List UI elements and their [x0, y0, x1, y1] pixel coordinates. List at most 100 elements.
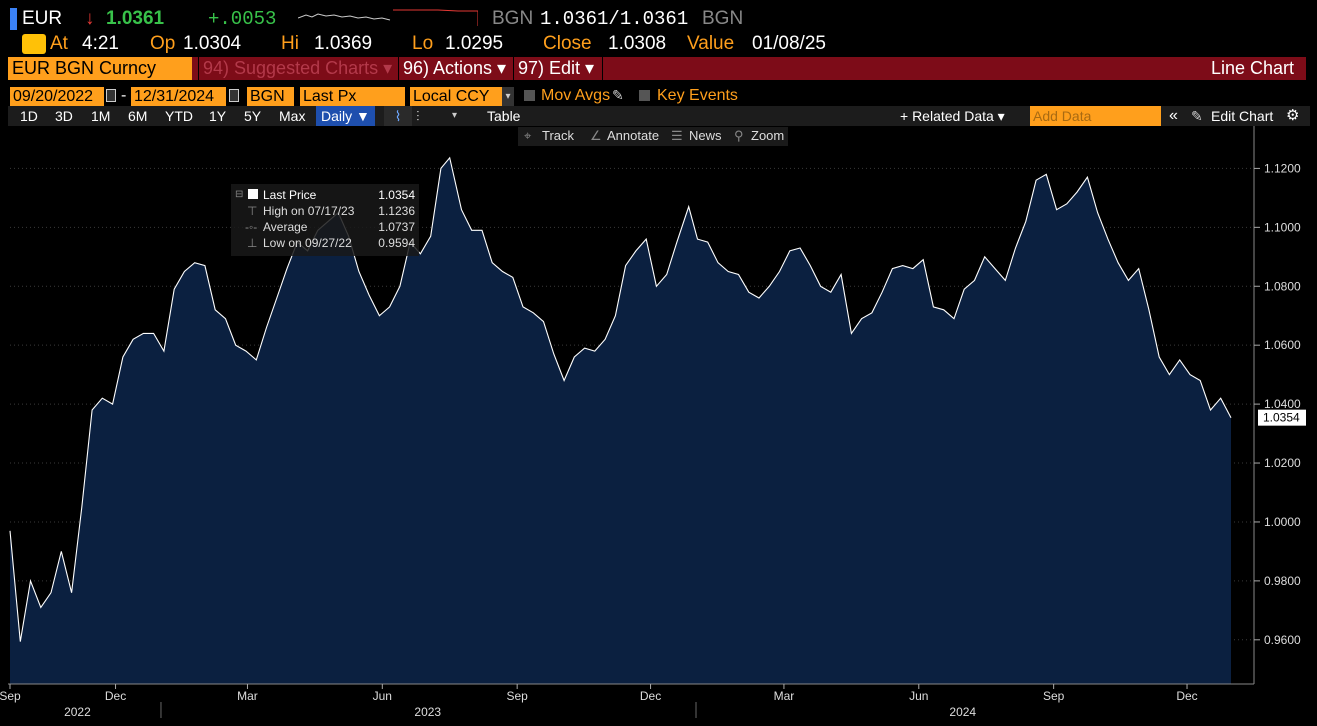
currency-field[interactable]: BGN [247, 87, 294, 106]
quote-currency: BGN [492, 8, 534, 29]
news-icon[interactable]: ☰ [671, 128, 683, 143]
track-button[interactable]: Track [542, 128, 575, 143]
ccy-dropdown-icon[interactable]: ▾ [502, 87, 514, 106]
bar-style-icon[interactable]: ⫶ [416, 108, 420, 124]
actions-menu[interactable]: 96) Actions ▾ [398, 57, 506, 80]
y-tick-label: 1.1200 [1264, 161, 1301, 175]
end-date-field[interactable]: 12/31/2024 [131, 87, 226, 106]
key-events-label[interactable]: Key Events [657, 87, 738, 104]
y-tick-label: 1.1000 [1264, 220, 1301, 234]
line-chart-icon[interactable]: ⌇ [384, 106, 412, 126]
annotate-icon[interactable]: ∠ [590, 128, 602, 143]
x-tick-label: Jun [373, 689, 392, 703]
period-1m[interactable]: 1M [91, 108, 111, 124]
key-events-checkbox[interactable] [639, 90, 650, 101]
net-change: +.0053 [208, 8, 277, 30]
low-label: Lo [412, 33, 434, 54]
security-marker [10, 8, 17, 30]
chart-legend[interactable]: ⊟ Last Price 1.0354 ⊤ High on 07/17/23 1… [231, 184, 419, 256]
menu-bar: EUR BGN Curncy 94) Suggested Charts ▾ 96… [8, 57, 1306, 80]
edit-chart-button[interactable]: Edit Chart [1211, 108, 1274, 124]
gauge-icon[interactable] [22, 34, 46, 54]
at-label: At [50, 33, 68, 54]
period-1y[interactable]: 1Y [209, 108, 227, 124]
ccy-mode-field[interactable]: Local CCY [410, 87, 502, 106]
quote-currency-2: BGN [702, 8, 744, 29]
legend-average-label: Average [263, 220, 308, 234]
price-field[interactable]: Last Px [300, 87, 405, 106]
news-button[interactable]: News [689, 128, 722, 143]
open-label: Op [150, 33, 176, 54]
suggested-charts-menu[interactable]: 94) Suggested Charts ▾ [198, 57, 392, 80]
legend-high-value: 1.1236 [378, 204, 415, 218]
pencil-icon: ✎ [1191, 108, 1203, 124]
legend-average-value: 1.0737 [378, 220, 415, 234]
price-line [9, 156, 1232, 642]
security-field[interactable]: EUR BGN Curncy [8, 57, 192, 80]
related-data-dropdown[interactable]: + Related Data ▾ [900, 108, 1005, 124]
calendar-icon[interactable] [106, 89, 116, 102]
price-area [10, 157, 1231, 685]
params-row: 09/20/2022 - 12/31/2024 BGN Last Px Loca… [0, 86, 1317, 106]
period-max[interactable]: Max [279, 108, 306, 124]
high-marker-icon: ⊤ [247, 204, 258, 218]
value-label: Value [687, 33, 735, 54]
period-1d[interactable]: 1D [20, 108, 38, 124]
menu-divider [602, 57, 605, 80]
sparkline-intraday [298, 13, 391, 21]
period-ytd[interactable]: YTD [165, 108, 193, 124]
x-year-label: 2023 [414, 705, 441, 719]
pencil-icon[interactable]: ✎ [612, 87, 624, 103]
x-tick-label: Jun [909, 689, 928, 703]
add-data-input[interactable]: Add Data [1030, 106, 1161, 126]
bid-ask: 1.0361/1.0361 [540, 8, 689, 30]
low-marker-icon: ⊥ [247, 236, 258, 250]
period-6m[interactable]: 6M [128, 108, 148, 124]
mov-avgs-checkbox[interactable] [524, 90, 535, 101]
legend-last-label: Last Price [263, 188, 317, 202]
period-5y[interactable]: 5Y [244, 108, 262, 124]
annotate-button[interactable]: Annotate [607, 128, 660, 143]
date-dash: - [121, 87, 127, 104]
legend-low-label: Low on 09/27/22 [263, 236, 352, 250]
start-date-field[interactable]: 09/20/2022 [10, 87, 104, 106]
price-chart[interactable]: 0.9600 0.9800 1.0000 1.0200 1.0400 1.0600 1.08… [0, 126, 1317, 726]
x-tick-label: Sep [506, 689, 528, 703]
close-label: Close [543, 33, 592, 54]
zoom-icon[interactable]: ⚲ [734, 128, 744, 143]
gear-icon[interactable]: ⚙ [1286, 107, 1300, 124]
x-tick-label: Dec [640, 689, 661, 703]
x-year-label: 2022 [64, 705, 91, 719]
period-3d[interactable]: 3D [55, 108, 73, 124]
ticker-symbol[interactable]: EUR [22, 8, 63, 29]
series-swatch [248, 189, 258, 199]
y-tick-label: 1.0200 [1264, 456, 1301, 470]
x-tick-label: Dec [105, 689, 126, 703]
collapse-icon[interactable]: « [1169, 107, 1178, 124]
calendar-icon[interactable] [229, 89, 239, 102]
ticker-row: EUR ↓ 1.0361 +.0053 BGN 1.0361/1.0361 BG… [0, 6, 1317, 34]
close-value: 1.0308 [608, 33, 667, 54]
sparkline-range [393, 9, 478, 26]
value-date: 01/08/25 [752, 33, 826, 54]
zoom-button[interactable]: Zoom [751, 128, 785, 143]
x-tick-label: Dec [1176, 689, 1197, 703]
last-price: 1.0361 [106, 8, 165, 29]
chart-type-label[interactable]: Line Chart [1210, 58, 1294, 78]
track-icon[interactable]: ⌖ [524, 128, 532, 143]
legend-high-label: High on 07/17/23 [263, 204, 355, 218]
mov-avgs-label[interactable]: Mov Avgs [541, 87, 611, 104]
style-dropdown-icon[interactable]: ▾ [452, 110, 458, 121]
high-value: 1.0369 [314, 33, 373, 54]
last-price-label: 1.0354 [1263, 411, 1300, 425]
y-tick-label: 1.0600 [1264, 338, 1301, 352]
last-price-box [1258, 409, 1306, 426]
edit-menu[interactable]: 97) Edit ▾ [513, 57, 594, 80]
down-arrow-icon: ↓ [85, 8, 95, 29]
frequency-dropdown[interactable]: Daily ▼ [316, 106, 375, 126]
x-tick-label: Mar [774, 689, 795, 703]
sparkline [298, 9, 478, 26]
table-button[interactable]: Table [487, 108, 521, 124]
x-year-label: 2024 [949, 705, 976, 719]
collapse-legend-icon[interactable]: ⊟ [235, 189, 244, 200]
